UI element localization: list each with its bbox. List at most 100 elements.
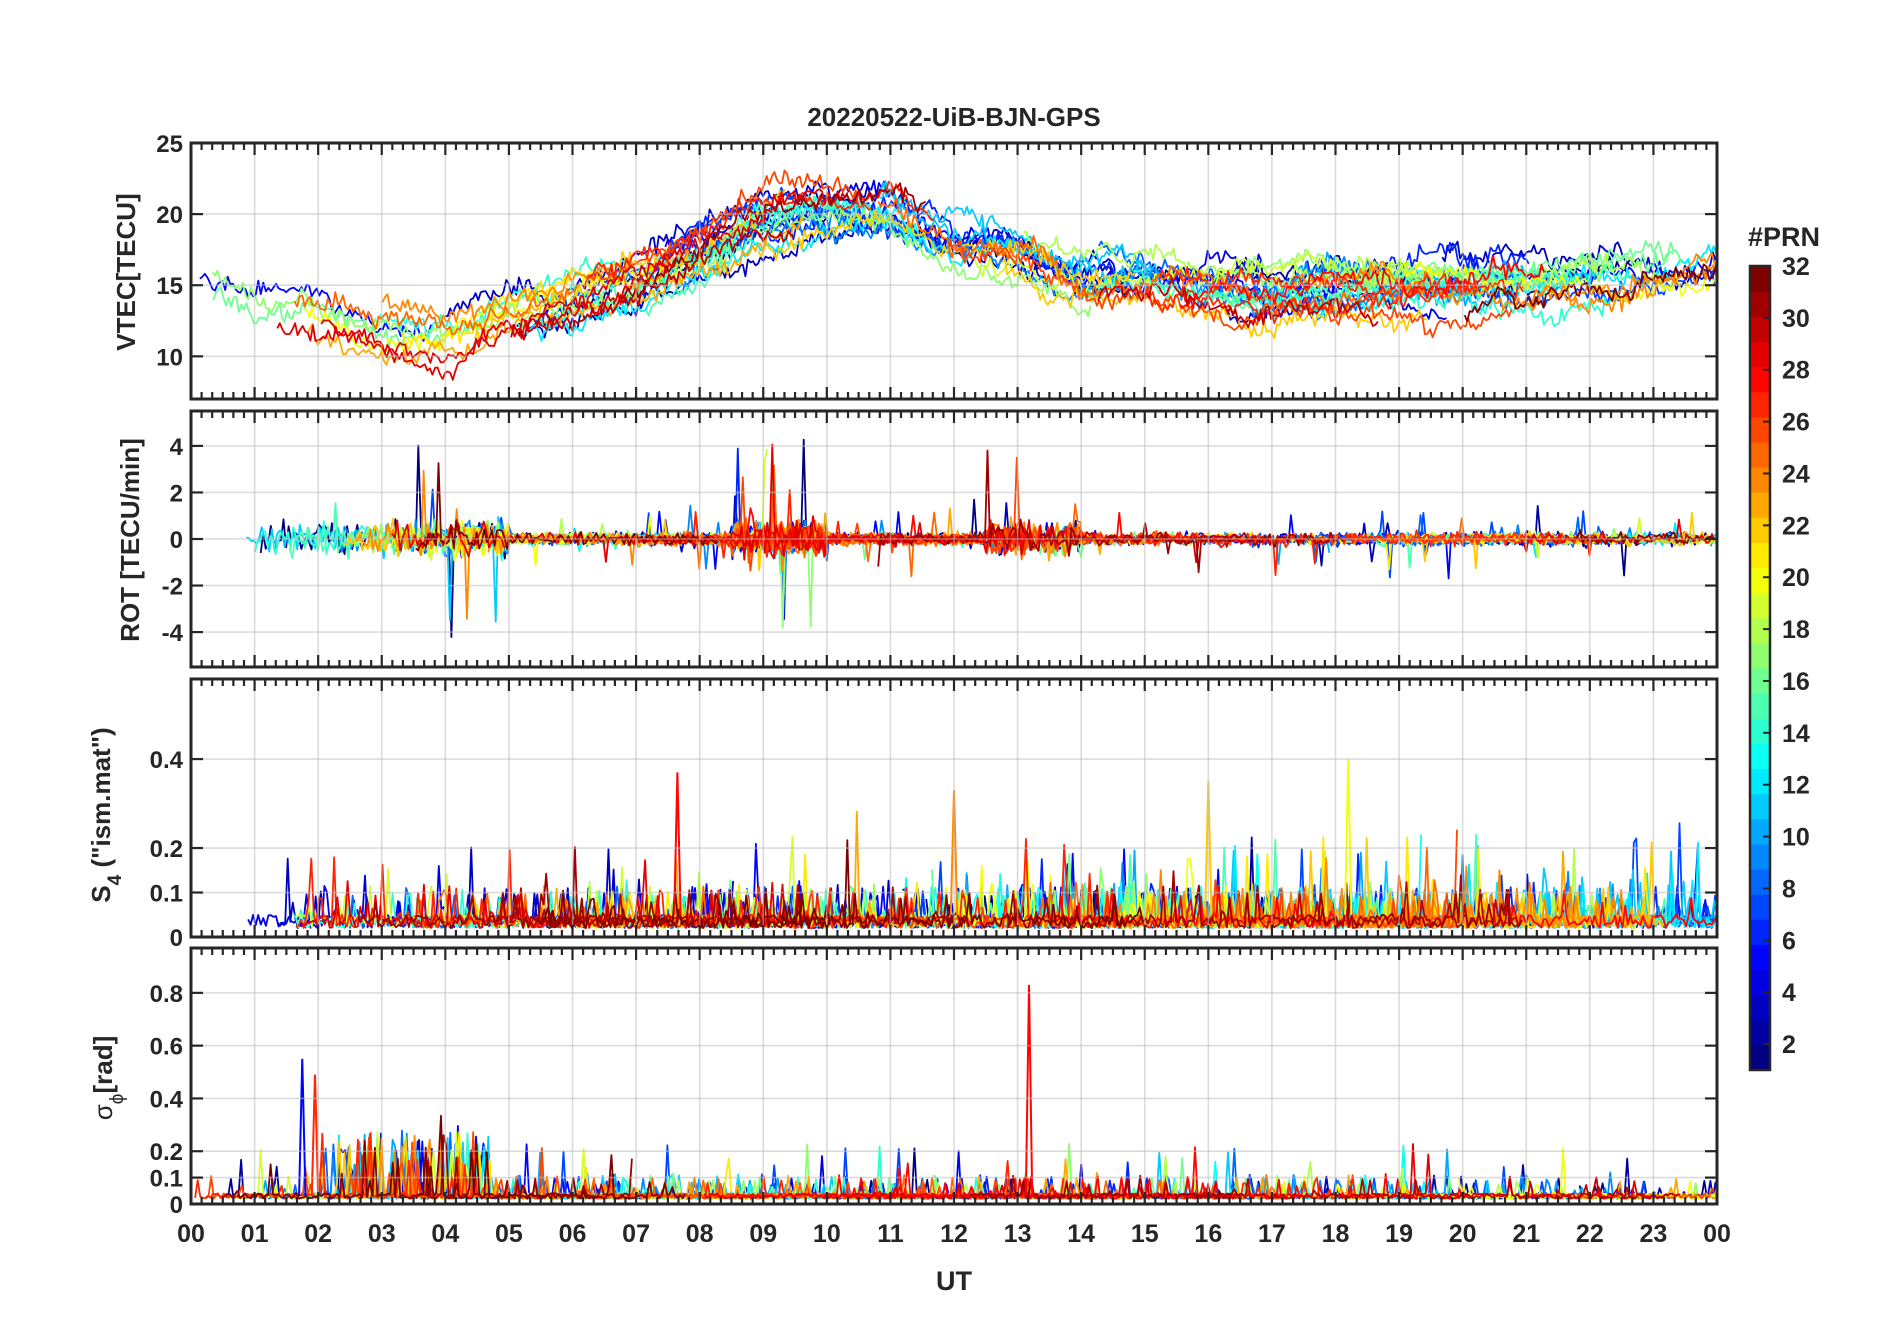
vtec-ytick-label: 15 xyxy=(156,273,183,300)
vtec-axes-frame xyxy=(189,141,1719,401)
x-tick-label: 07 xyxy=(622,1220,650,1248)
x-tick-label: 18 xyxy=(1322,1220,1350,1248)
colorbar-segment xyxy=(1750,869,1770,895)
sigma-ylabel-sub: ϕ xyxy=(107,1094,128,1105)
x-tick-label: 04 xyxy=(431,1220,459,1248)
x-tick-label: 14 xyxy=(1067,1220,1095,1248)
x-tick-label: 10 xyxy=(813,1220,841,1248)
vtec-series-prn-3 xyxy=(445,185,881,318)
colorbar-tick-label: 26 xyxy=(1782,409,1810,437)
rot-ytick-label: -4 xyxy=(162,620,184,647)
s4-ylabel-rest: ("ism.mat") xyxy=(86,727,116,874)
colorbar-tick-label: 4 xyxy=(1782,979,1796,1007)
vtec-series-prn-18 xyxy=(1361,252,1678,298)
colorbar-segment xyxy=(1750,1019,1770,1046)
s4-series-prn-28 xyxy=(1492,890,1717,929)
x-tick-label: 13 xyxy=(1004,1220,1032,1248)
x-tick-labels: 00 01 02 03 04 05 06 07 08 09 10 11 12 13 14 15 16 17 18 19… xyxy=(177,1220,1731,1248)
x-tick-label: 00 xyxy=(1703,1220,1731,1248)
colorbar-tick-label: 16 xyxy=(1782,668,1810,696)
colorbar-tick-label: 28 xyxy=(1782,357,1810,385)
rot-axes-frame xyxy=(189,409,1719,669)
sigma-ylabel-main: σ xyxy=(88,1104,118,1120)
sigma-series-prn-30 xyxy=(1191,1175,1681,1200)
colorbar-segment xyxy=(1750,366,1770,393)
colorbar-segment xyxy=(1750,994,1770,1021)
sigma-ytick-label: 0 xyxy=(170,1192,183,1219)
x-tick-label: 03 xyxy=(368,1220,396,1248)
colorbar-segment xyxy=(1750,668,1770,694)
rot-ytick-label: -2 xyxy=(162,574,183,601)
rot-ylabel: ROT [TECU/min] xyxy=(115,438,145,642)
colorbar-segment xyxy=(1750,441,1770,468)
colorbar-segment xyxy=(1750,743,1770,770)
s4-series-prn-31 xyxy=(1007,870,1523,929)
colorbar-tick-label: 22 xyxy=(1782,512,1810,540)
x-tick-label: 22 xyxy=(1576,1220,1604,1248)
rot-grid xyxy=(191,411,1717,667)
sigma-grid xyxy=(191,948,1717,1204)
vtec-series-prn-31 xyxy=(622,182,927,300)
vtec-series-prn-26 xyxy=(582,169,872,290)
x-tick-label: 15 xyxy=(1131,1220,1159,1248)
x-tick-label: 02 xyxy=(304,1220,332,1248)
vtec-series-prn-14 xyxy=(1311,281,1631,328)
colorbar-segment xyxy=(1750,517,1770,543)
vtec-series-prn-26 xyxy=(948,236,1513,339)
colorbar-segment xyxy=(1750,341,1770,368)
sigma-series-prn-31 xyxy=(969,1174,1240,1200)
vtec-panel: 10 15 20 25 VTEC[TECU] xyxy=(111,131,1719,401)
vtec-series-prn-21 xyxy=(400,259,672,351)
s4-series-prn-28 xyxy=(1055,885,1350,929)
rot-ytick-label: 2 xyxy=(170,480,183,507)
rot-ytick-label: 0 xyxy=(170,527,183,554)
sigma-ylabel-rest: [rad] xyxy=(88,1036,118,1094)
s4-ytick-label: 0.4 xyxy=(150,747,184,774)
s4-series-prn-30 xyxy=(481,887,708,929)
vtec-ytick-label: 20 xyxy=(156,202,183,229)
sigma-ytick-label: 0.1 xyxy=(150,1166,183,1193)
colorbar-segment xyxy=(1750,944,1770,971)
x-tick-label: 12 xyxy=(940,1220,968,1248)
x-tick-label: 17 xyxy=(1258,1220,1286,1248)
x-tick-label: 20 xyxy=(1449,1220,1477,1248)
vtec-ytick-label: 25 xyxy=(156,131,183,158)
colorbar-segment xyxy=(1750,718,1770,744)
colorbar-tick-label: 18 xyxy=(1782,616,1810,644)
colorbar-segment xyxy=(1750,793,1770,820)
sigma-spike xyxy=(1024,984,1034,1197)
vtec-series-prn-29 xyxy=(276,256,678,381)
s4-series-prn-26 xyxy=(1200,829,1458,929)
colorbar-ticks xyxy=(1763,265,1770,1046)
sigma-panel: 00.10.2 0.4 0.6 0.8 σϕ[rad] xyxy=(88,946,1719,1219)
s4-ytick-label: 0.2 xyxy=(150,836,183,863)
s4-axes-frame xyxy=(189,677,1719,939)
vtec-series-prn-12 xyxy=(517,211,1023,342)
sigma-ytick-label: 0.2 xyxy=(150,1139,183,1166)
x-tick-label: 16 xyxy=(1194,1220,1222,1248)
s4-panel: 0 0.1 0.2 0.4 S4 ("ism.mat") xyxy=(86,677,1719,952)
x-tick-label: 23 xyxy=(1640,1220,1668,1248)
sigma-ytick-label: 0.6 xyxy=(150,1034,183,1061)
colorbar-segment xyxy=(1750,919,1770,945)
s4-ytick-label: 0 xyxy=(170,925,183,952)
sigma-spike xyxy=(298,1058,307,1197)
s4-series-prn-31 xyxy=(357,872,586,929)
vtec-series-prn-23 xyxy=(306,303,540,366)
colorbar-segment xyxy=(1750,768,1770,795)
vtec-ylabel: VTEC[TECU] xyxy=(111,193,141,350)
sigma-ytick-label: 0.8 xyxy=(150,981,183,1008)
colorbar-segment xyxy=(1750,467,1770,493)
vtec-series-prn-24 xyxy=(1529,264,1717,315)
colorbar-tick-label: 32 xyxy=(1782,253,1810,281)
colorbar-tick-label: 14 xyxy=(1782,720,1810,748)
colorbar-segment xyxy=(1750,567,1770,594)
rot-ytick-label: 4 xyxy=(170,434,184,461)
colorbar-segment xyxy=(1750,843,1770,870)
s4-ylabel: S4 ("ism.mat") xyxy=(86,727,126,902)
colorbar-segment xyxy=(1750,391,1770,418)
x-tick-label: 21 xyxy=(1512,1220,1540,1248)
colorbar-segment xyxy=(1750,617,1770,644)
colorbar-label: #PRN xyxy=(1748,222,1820,252)
